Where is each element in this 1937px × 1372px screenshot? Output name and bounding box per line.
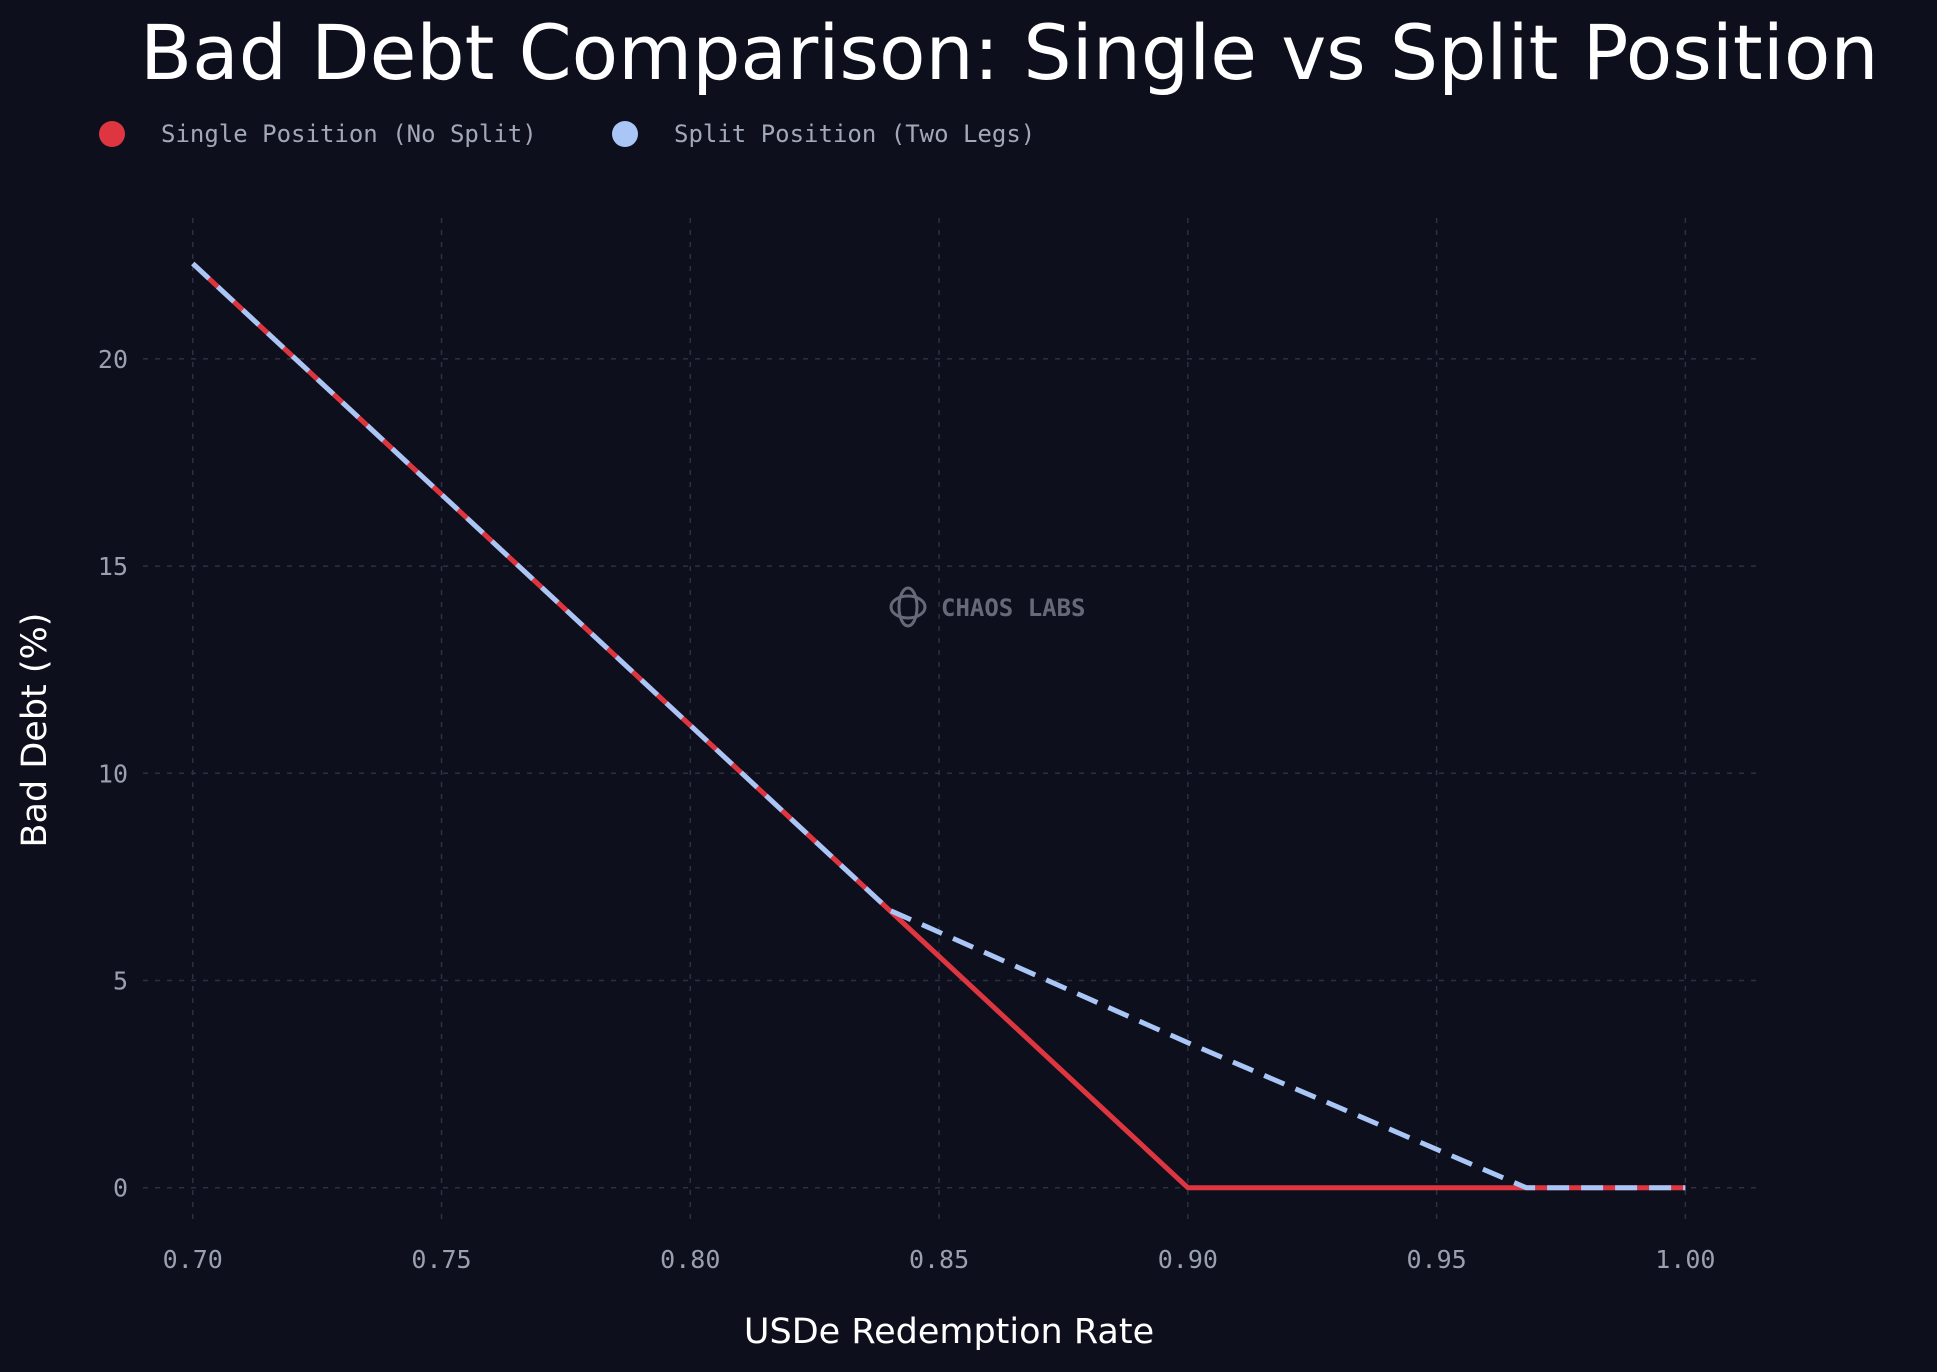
watermark: CHAOS LABS [889, 586, 1086, 628]
x-tick-label: 0.95 [1406, 1245, 1466, 1274]
y-tick-label: 20 [98, 345, 128, 374]
grid [143, 218, 1760, 1225]
watermark-text: CHAOS LABS [941, 594, 1086, 622]
x-tick-label: 1.00 [1655, 1245, 1715, 1274]
x-tick-label: 0.90 [1158, 1245, 1218, 1274]
y-tick-label: 5 [113, 967, 128, 996]
y-axis-ticks: 0 5 10 15 20 [98, 345, 128, 1203]
legend-label-single: Single Position (No Split) [161, 120, 537, 148]
chart-title: Bad Debt Comparison: Single vs Split Pos… [140, 8, 1879, 97]
legend-label-split: Split Position (Two Legs) [674, 120, 1035, 148]
legend-marker-single [99, 121, 125, 147]
series-line-single [191, 261, 1686, 1191]
y-axis-title: Bad Debt (%) [15, 613, 55, 848]
legend-item-single[interactable]: Single Position (No Split) [99, 120, 537, 148]
y-tick-label: 15 [98, 552, 128, 581]
series-line-split [191, 261, 1686, 1191]
chaos-labs-logo-icon [889, 586, 927, 628]
x-axis-ticks: 0.70 0.75 0.80 0.85 0.90 0.95 1.00 [163, 1245, 1716, 1274]
legend-item-split[interactable]: Split Position (Two Legs) [612, 120, 1035, 148]
x-tick-label: 0.80 [660, 1245, 720, 1274]
series-lines [191, 261, 1686, 1191]
x-tick-label: 0.75 [411, 1245, 471, 1274]
x-tick-label: 0.85 [909, 1245, 969, 1274]
y-tick-label: 10 [98, 759, 128, 788]
legend: Single Position (No Split) Split Positio… [99, 120, 1035, 148]
y-tick-label: 0 [113, 1174, 128, 1203]
x-axis-title: USDe Redemption Rate [744, 1312, 1154, 1352]
x-tick-label: 0.70 [163, 1245, 223, 1274]
legend-marker-split [612, 121, 638, 147]
